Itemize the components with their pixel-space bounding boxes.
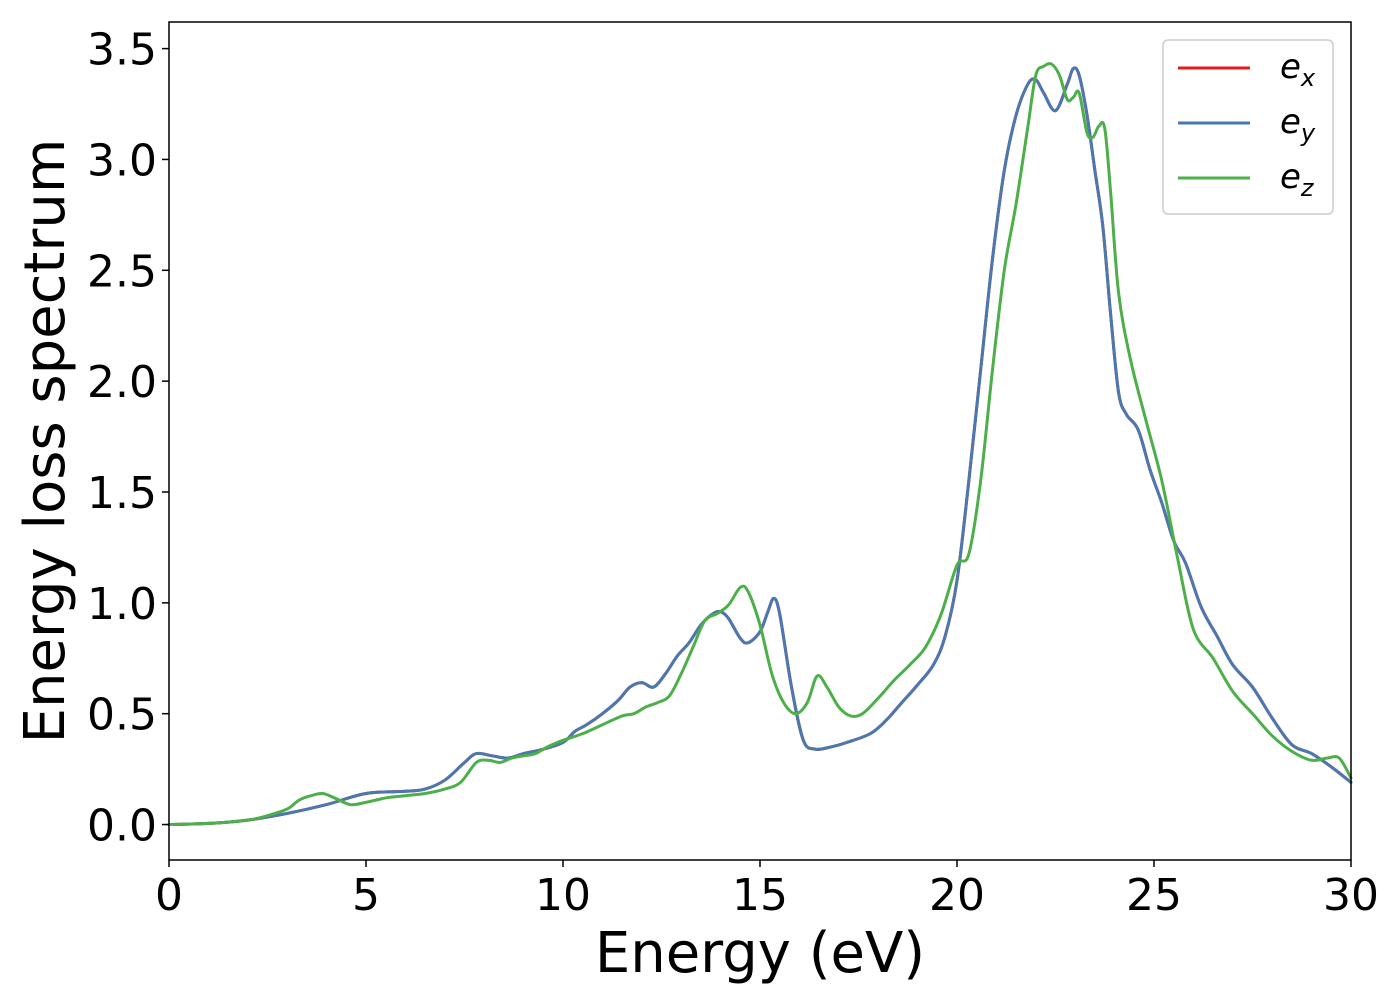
x-tick-label: 20 [929, 870, 985, 921]
x-tick-label: 5 [352, 870, 380, 921]
y-tick-label: 2.0 [87, 357, 157, 408]
legend-subscript: x [1300, 64, 1316, 92]
y-axis-title: Energy loss spectrum [13, 139, 78, 744]
x-axis-ticks: 0 5 10 15 20 25 30 [155, 860, 1379, 921]
y-tick-label: 1.5 [87, 468, 157, 519]
y-tick-label: 1.0 [87, 579, 157, 630]
y-tick-label: 3.0 [87, 135, 157, 186]
x-tick-label: 15 [732, 870, 788, 921]
x-tick-label: 30 [1323, 870, 1379, 921]
x-tick-label: 25 [1126, 870, 1182, 921]
series-layer [167, 62, 1353, 827]
y-tick-label: 0.0 [87, 801, 157, 852]
x-tick-label: 10 [535, 870, 591, 921]
x-axis-title: Energy (eV) [595, 921, 925, 986]
y-tick-label: 3.5 [87, 25, 157, 76]
x-tick-label: 0 [155, 870, 183, 921]
y-tick-label: 0.5 [87, 690, 157, 741]
y-axis-ticks: 0.0 0.5 1.0 1.5 2.0 2.5 3.0 3.5 [87, 25, 169, 852]
series-line-z [167, 62, 1353, 827]
legend-subscript: y [1300, 119, 1316, 147]
y-tick-label: 2.5 [87, 246, 157, 297]
legend-subscript: z [1300, 174, 1315, 202]
legend-box [1162, 39, 1334, 215]
series-line-y [167, 66, 1353, 827]
